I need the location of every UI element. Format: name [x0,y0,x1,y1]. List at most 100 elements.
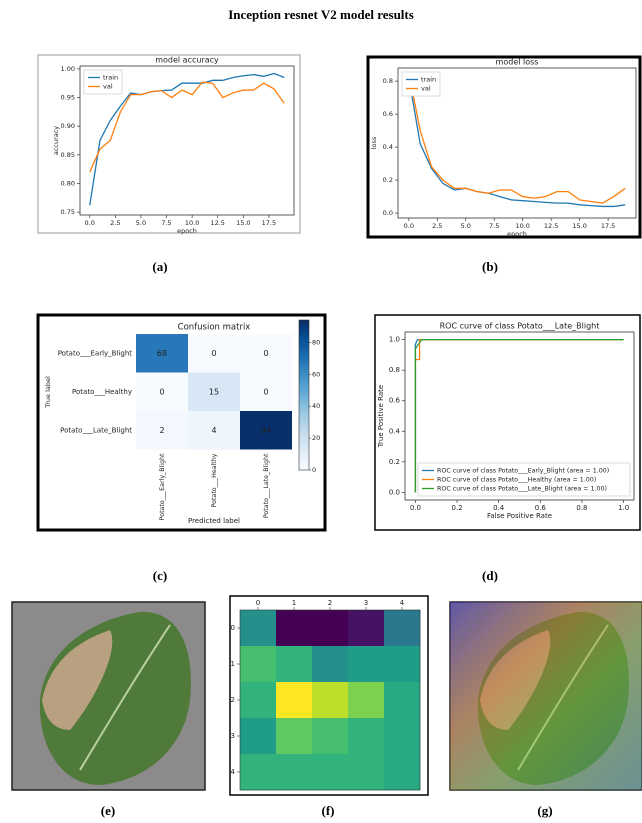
heat-cell [384,718,420,754]
x-tick-label: 1 [292,599,296,607]
x-tick-label: 0.0 [404,222,414,230]
y-tick-label: 0.2 [389,458,400,466]
chart-title: Confusion matrix [178,323,251,333]
x-tick-label: 17.5 [262,219,276,227]
x-tick-label: 15.0 [236,219,250,227]
heat-cell [240,754,276,790]
y-tick-label: 0.80 [61,179,75,187]
colorbar-tick-label: 80 [312,338,320,346]
y-tick-label: 0.90 [61,122,75,130]
x-axis-label: epoch [177,227,197,235]
heat-cell [312,682,348,718]
page: Inception resnet V2 model results (a) (b)… [0,0,642,823]
cell-value: 0 [211,349,216,358]
y-tick-label: 0.6 [389,397,401,405]
legend-label: ROC curve of class Potato___Late_Blight … [437,486,607,493]
cell-value: 0 [263,349,268,358]
x-tick-label: 0.8 [576,504,587,512]
y-tick-label: 1.0 [389,336,400,344]
panel-caption: (d) [482,568,498,583]
x-tick-label: 0.4 [493,504,505,512]
chart-title: model accuracy [155,56,219,65]
x-axis-label: False Positive Rate [487,512,552,520]
cell-value: 15 [209,387,219,396]
heat-cell [240,718,276,754]
y-tick-label: 0.8 [389,366,400,374]
x-tick-label: 10.0 [515,222,529,230]
legend-label: val [421,85,431,93]
row-label: Potato___Early_Blight [58,349,133,357]
x-tick-label: 10.0 [185,219,199,227]
y-tick-label: 1 [231,660,235,668]
x-tick-label: 5.0 [136,219,146,227]
x-tick-label: 4 [400,599,405,607]
x-tick-label: 0 [256,599,260,607]
legend-label: train [103,74,118,82]
cell-value: 94 [261,426,271,435]
panel-caption: (c) [153,568,167,583]
legend-label: ROC curve of class Potato___Healthy (are… [437,477,596,484]
x-axis-label: Predicted label [188,517,240,525]
heat-cell [312,646,348,682]
x-tick-label: 2.5 [110,219,120,227]
x-tick-label: 15.0 [572,222,586,230]
x-tick-label: 0.2 [451,504,462,512]
panel-caption: (e) [101,803,115,818]
heat-cell [240,610,276,646]
y-tick-label: 0.2 [383,176,393,184]
cell-value: 0 [263,387,268,396]
y-tick-label: 3 [231,732,235,740]
y-tick-label: 0.85 [61,151,75,159]
y-tick-label: 0.4 [383,143,393,151]
x-tick-label: 0.0 [410,504,421,512]
heat-cell [348,754,384,790]
legend-label: ROC curve of class Potato___Early_Blight… [437,468,609,475]
colorbar-tick-label: 40 [312,402,320,410]
colorbar-segment [299,320,309,323]
heat-cell [240,646,276,682]
legend-label: train [421,76,436,84]
x-tick-label: 3 [364,599,368,607]
chart-title: model loss [496,58,539,67]
x-axis-label: epoch [507,230,527,238]
y-axis-label: loss [370,136,378,149]
colorbar-tick-label: 20 [312,434,320,442]
heat-cell [348,610,384,646]
column-label: Potato___Early_Blight [159,453,166,520]
heat-cell [348,718,384,754]
heat-cell [348,646,384,682]
panel-caption: (b) [482,259,498,274]
panel-caption: (a) [152,259,167,274]
legend-label: val [103,83,113,91]
x-tick-label: 2 [328,599,332,607]
heat-cell [384,646,420,682]
row-label: Potato___Late_Blight [60,426,132,434]
y-tick-label: 0 [231,624,235,632]
leaf-image [12,602,205,790]
x-tick-label: 17.5 [601,222,615,230]
cell-value: 0 [159,387,164,396]
chart-title: ROC curve of class Potato___Late_Blight [440,322,600,331]
panel-caption: (g) [537,803,552,818]
y-axis-label: True Positive Rate [377,385,385,448]
row-label: Potato___Healthy [72,388,132,396]
x-tick-label: 0.6 [535,504,547,512]
heat-cell [348,682,384,718]
y-tick-label: 0.8 [383,77,393,85]
y-tick-label: 0.75 [61,208,75,216]
panel-caption: (f) [322,803,335,818]
x-tick-label: 2.5 [432,222,442,230]
heat-cell [276,754,312,790]
y-tick-label: 0.0 [383,209,393,217]
figure-title: Inception resnet V2 model results [228,7,414,22]
x-tick-label: 7.5 [489,222,499,230]
heat-cell [276,682,312,718]
y-tick-label: 0.0 [389,488,400,496]
y-tick-label: 4 [231,768,236,776]
x-tick-label: 12.5 [544,222,558,230]
heat-cell [276,718,312,754]
heat-cell [240,682,276,718]
x-tick-label: 12.5 [210,219,224,227]
y-axis-label: True label [44,376,52,409]
colorbar-tick-label: 0 [312,466,316,474]
